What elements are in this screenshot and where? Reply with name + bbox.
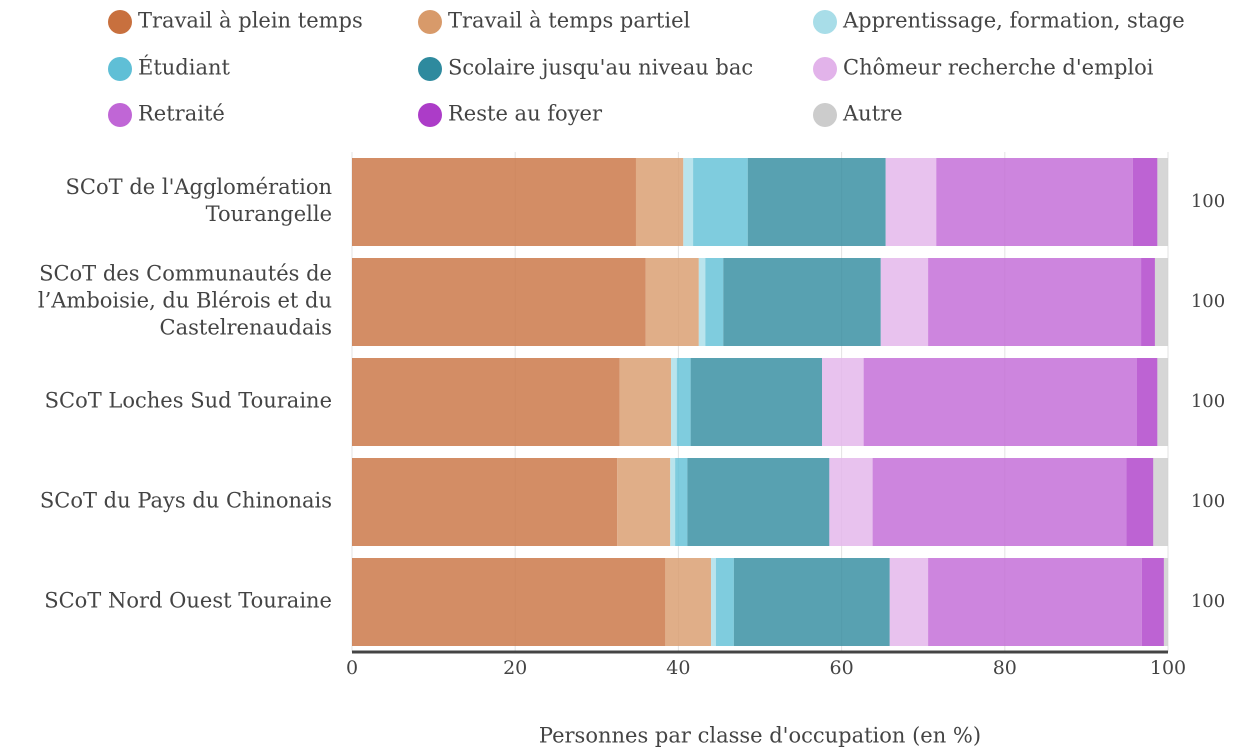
total-label: 100 xyxy=(1191,191,1225,212)
legend-label: Chômeur recherche d'emploi xyxy=(843,56,1154,80)
legend-swatch xyxy=(813,10,837,34)
legend-label: Reste au foyer xyxy=(448,102,603,126)
legend-swatch xyxy=(418,10,442,34)
bar-segment xyxy=(352,558,666,646)
bar-segment xyxy=(1163,558,1168,646)
total-label: 100 xyxy=(1191,591,1225,612)
bar-segment xyxy=(880,258,929,346)
bar-segment xyxy=(687,458,830,546)
bar-segment xyxy=(715,558,734,646)
bar-segment xyxy=(711,558,716,646)
bar-segment xyxy=(352,258,646,346)
bar-segment xyxy=(723,258,881,346)
bar-segment xyxy=(1132,158,1158,246)
bar-segment xyxy=(733,558,890,646)
bar-segment xyxy=(863,358,1137,446)
y-tick-label: SCoT des Communautés de xyxy=(39,262,332,286)
bar-segment xyxy=(747,158,886,246)
bar-segment xyxy=(1136,358,1158,446)
bar-segment xyxy=(619,358,672,446)
y-tick-label: SCoT Nord Ouest Touraine xyxy=(44,589,332,613)
bar-segment xyxy=(352,358,620,446)
bar-segment xyxy=(1157,358,1168,446)
y-tick-label: SCoT Loches Sud Touraine xyxy=(45,389,332,413)
bar-segment xyxy=(690,358,823,446)
x-tick-label: 20 xyxy=(503,657,527,679)
legend-swatch xyxy=(418,57,442,81)
x-tick-label: 80 xyxy=(993,657,1017,679)
total-label: 100 xyxy=(1191,491,1225,512)
bar-segment xyxy=(872,458,1127,546)
bar-segment xyxy=(683,158,694,246)
bar-segment xyxy=(885,158,937,246)
bar-segment xyxy=(829,458,873,546)
bar-segment xyxy=(928,558,1142,646)
bar-segment xyxy=(617,458,671,546)
total-label: 100 xyxy=(1191,291,1225,312)
legend-label: Travail à temps partiel xyxy=(448,9,691,33)
bar-segment xyxy=(675,458,688,546)
legend-swatch xyxy=(813,103,837,127)
y-tick-label: Castelrenaudais xyxy=(160,316,332,340)
bar-segment xyxy=(889,558,929,646)
legend-label: Scolaire jusqu'au niveau bac xyxy=(448,56,753,80)
bar-segment xyxy=(693,158,748,246)
y-tick-label: SCoT de l'Agglomération xyxy=(66,175,332,199)
y-tick-label: Tourangelle xyxy=(206,202,332,226)
bar-segment xyxy=(671,358,677,446)
legend-swatch xyxy=(108,103,132,127)
legend-swatch xyxy=(108,10,132,34)
legend-label: Apprentissage, formation, stage xyxy=(842,9,1185,33)
bar-segment xyxy=(698,258,706,346)
bar-segment xyxy=(635,158,684,246)
x-tick-label: 100 xyxy=(1150,657,1186,679)
bar-segment xyxy=(1141,558,1164,646)
x-tick-label: 60 xyxy=(830,657,854,679)
legend-label: Travail à plein temps xyxy=(138,9,363,33)
legend-label: Autre xyxy=(842,102,903,126)
bar-segment xyxy=(670,458,676,546)
x-tick-label: 0 xyxy=(346,657,358,679)
bar-segment xyxy=(645,258,699,346)
bar-segment xyxy=(665,558,712,646)
bar-segment xyxy=(1141,258,1155,346)
total-label: 100 xyxy=(1191,391,1225,412)
legend-label: Retraité xyxy=(138,102,225,126)
bar-segment xyxy=(1154,258,1168,346)
bar-segment xyxy=(822,358,864,446)
bar-segment xyxy=(1157,158,1168,246)
x-tick-label: 40 xyxy=(666,657,690,679)
legend-swatch xyxy=(418,103,442,127)
legend-swatch xyxy=(108,57,132,81)
x-axis-title: Personnes par classe d'occupation (en %) xyxy=(539,724,981,748)
bar-segment xyxy=(352,158,636,246)
legend-label: Étudiant xyxy=(138,56,230,80)
y-tick-label: l’Amboisie, du Blérois et du xyxy=(38,289,332,313)
legend-swatch xyxy=(813,57,837,81)
bar-segment xyxy=(352,458,618,546)
bar-segment xyxy=(928,258,1142,346)
bar-segment xyxy=(705,258,724,346)
bar-segment xyxy=(1153,458,1168,546)
bar-segment xyxy=(1126,458,1154,546)
y-tick-label: SCoT du Pays du Chinonais xyxy=(40,489,332,513)
bar-segment xyxy=(936,158,1133,246)
bar-segment xyxy=(676,358,691,446)
